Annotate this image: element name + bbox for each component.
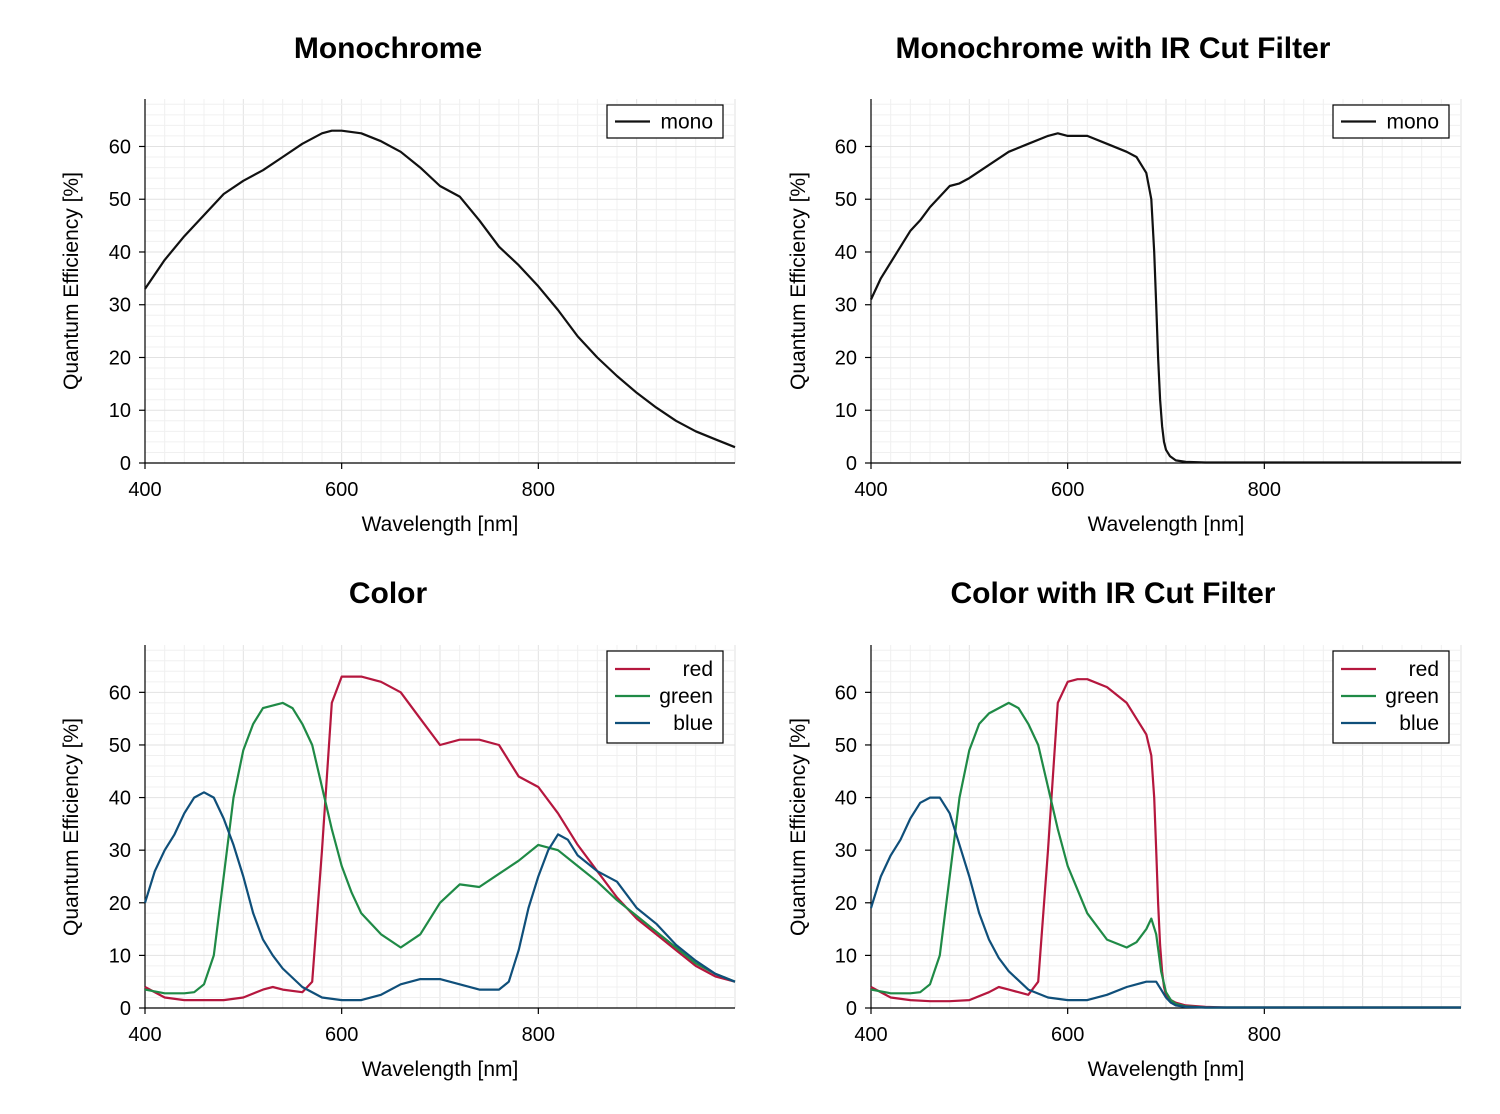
y-axis-label: Quantum Efficiency [%] — [787, 172, 810, 390]
y-tick-label: 20 — [835, 347, 857, 369]
legend-label-blue: blue — [1399, 712, 1439, 735]
x-axis-label: Wavelength [nm] — [1088, 1058, 1245, 1081]
series-line-blue — [143, 791, 736, 1002]
x-tick-label: 400 — [128, 1024, 161, 1046]
y-tick-label: 30 — [835, 295, 857, 317]
chart-title: Color — [349, 577, 428, 610]
grid — [870, 645, 1462, 1009]
y-tick-label: 30 — [109, 295, 131, 317]
chart-title: Monochrome with IR Cut Filter — [896, 32, 1331, 65]
x-tick-label: 600 — [1051, 1024, 1084, 1046]
legend-label-mono: mono — [660, 111, 713, 134]
y-axis-label: Quantum Efficiency [%] — [60, 718, 83, 936]
x-tick-label: 600 — [325, 479, 358, 501]
series-line-mono — [144, 129, 736, 449]
series-line-green — [870, 701, 1461, 1009]
y-tick-label: 50 — [835, 735, 857, 757]
chart-title: Color with IR Cut Filter — [951, 577, 1276, 610]
y-tick-label: 20 — [109, 893, 131, 915]
y-tick-label: 40 — [835, 242, 857, 264]
x-tick-label: 800 — [522, 479, 555, 501]
y-tick-label: 20 — [109, 347, 131, 369]
y-tick-label: 20 — [835, 893, 857, 915]
y-tick-label: 10 — [109, 945, 131, 967]
y-tick-label: 0 — [120, 998, 131, 1020]
legend: red green blue — [1332, 650, 1450, 744]
x-tick-label: 400 — [854, 1024, 887, 1046]
legend: red green blue — [606, 650, 724, 744]
legend-label-green: green — [1385, 685, 1439, 708]
series-line-green — [144, 701, 736, 995]
chart-panel-color-ir: Color with IR Cut Filter Wavelength [nm]… — [787, 577, 1462, 1081]
chart-panel-mono: Monochrome Wavelength [nm] Quantum Effic… — [60, 32, 736, 536]
y-tick-label: 60 — [835, 136, 857, 158]
y-tick-label: 0 — [846, 453, 857, 475]
y-tick-label: 60 — [835, 682, 857, 704]
legend-label-red: red — [683, 658, 713, 681]
y-tick-label: 10 — [109, 400, 131, 422]
legend-label-blue: blue — [673, 712, 713, 735]
x-axis-label: Wavelength [nm] — [362, 1058, 519, 1081]
x-tick-label: 400 — [854, 479, 887, 501]
legend: mono — [1332, 104, 1450, 139]
y-tick-label: 0 — [120, 453, 131, 475]
legend-label-red: red — [1409, 658, 1439, 681]
series-line-blue — [869, 796, 1461, 1009]
x-axis-label: Wavelength [nm] — [362, 513, 519, 536]
y-axis-label: Quantum Efficiency [%] — [60, 172, 83, 390]
x-tick-label: 600 — [1051, 479, 1084, 501]
chart-title: Monochrome — [294, 32, 482, 65]
y-tick-label: 40 — [835, 788, 857, 810]
x-tick-label: 800 — [522, 1024, 555, 1046]
legend-label-mono: mono — [1386, 111, 1439, 134]
grid — [870, 99, 1462, 464]
y-tick-label: 10 — [835, 400, 857, 422]
legend-label-green: green — [659, 685, 713, 708]
y-tick-label: 60 — [109, 682, 131, 704]
series-line-mono — [870, 132, 1461, 464]
x-tick-label: 400 — [128, 479, 161, 501]
chart-panel-mono-ir: Monochrome with IR Cut Filter Wavelength… — [787, 32, 1462, 536]
y-tick-label: 0 — [846, 998, 857, 1020]
x-tick-label: 600 — [325, 1024, 358, 1046]
x-tick-label: 800 — [1248, 479, 1281, 501]
y-tick-label: 50 — [835, 189, 857, 211]
legend: mono — [606, 104, 724, 139]
x-axis-label: Wavelength [nm] — [1088, 513, 1245, 536]
y-tick-label: 60 — [109, 136, 131, 158]
y-tick-label: 50 — [109, 189, 131, 211]
chart-panel-color: Color Wavelength [nm] Quantum Efficiency… — [60, 577, 736, 1081]
y-tick-label: 10 — [835, 945, 857, 967]
y-tick-label: 40 — [109, 788, 131, 810]
y-tick-label: 30 — [109, 840, 131, 862]
y-tick-label: 30 — [835, 840, 857, 862]
x-tick-label: 800 — [1248, 1024, 1281, 1046]
y-tick-label: 40 — [109, 242, 131, 264]
grid — [144, 645, 736, 1009]
y-axis-label: Quantum Efficiency [%] — [787, 718, 810, 936]
grid — [144, 99, 736, 464]
y-tick-label: 50 — [109, 735, 131, 757]
